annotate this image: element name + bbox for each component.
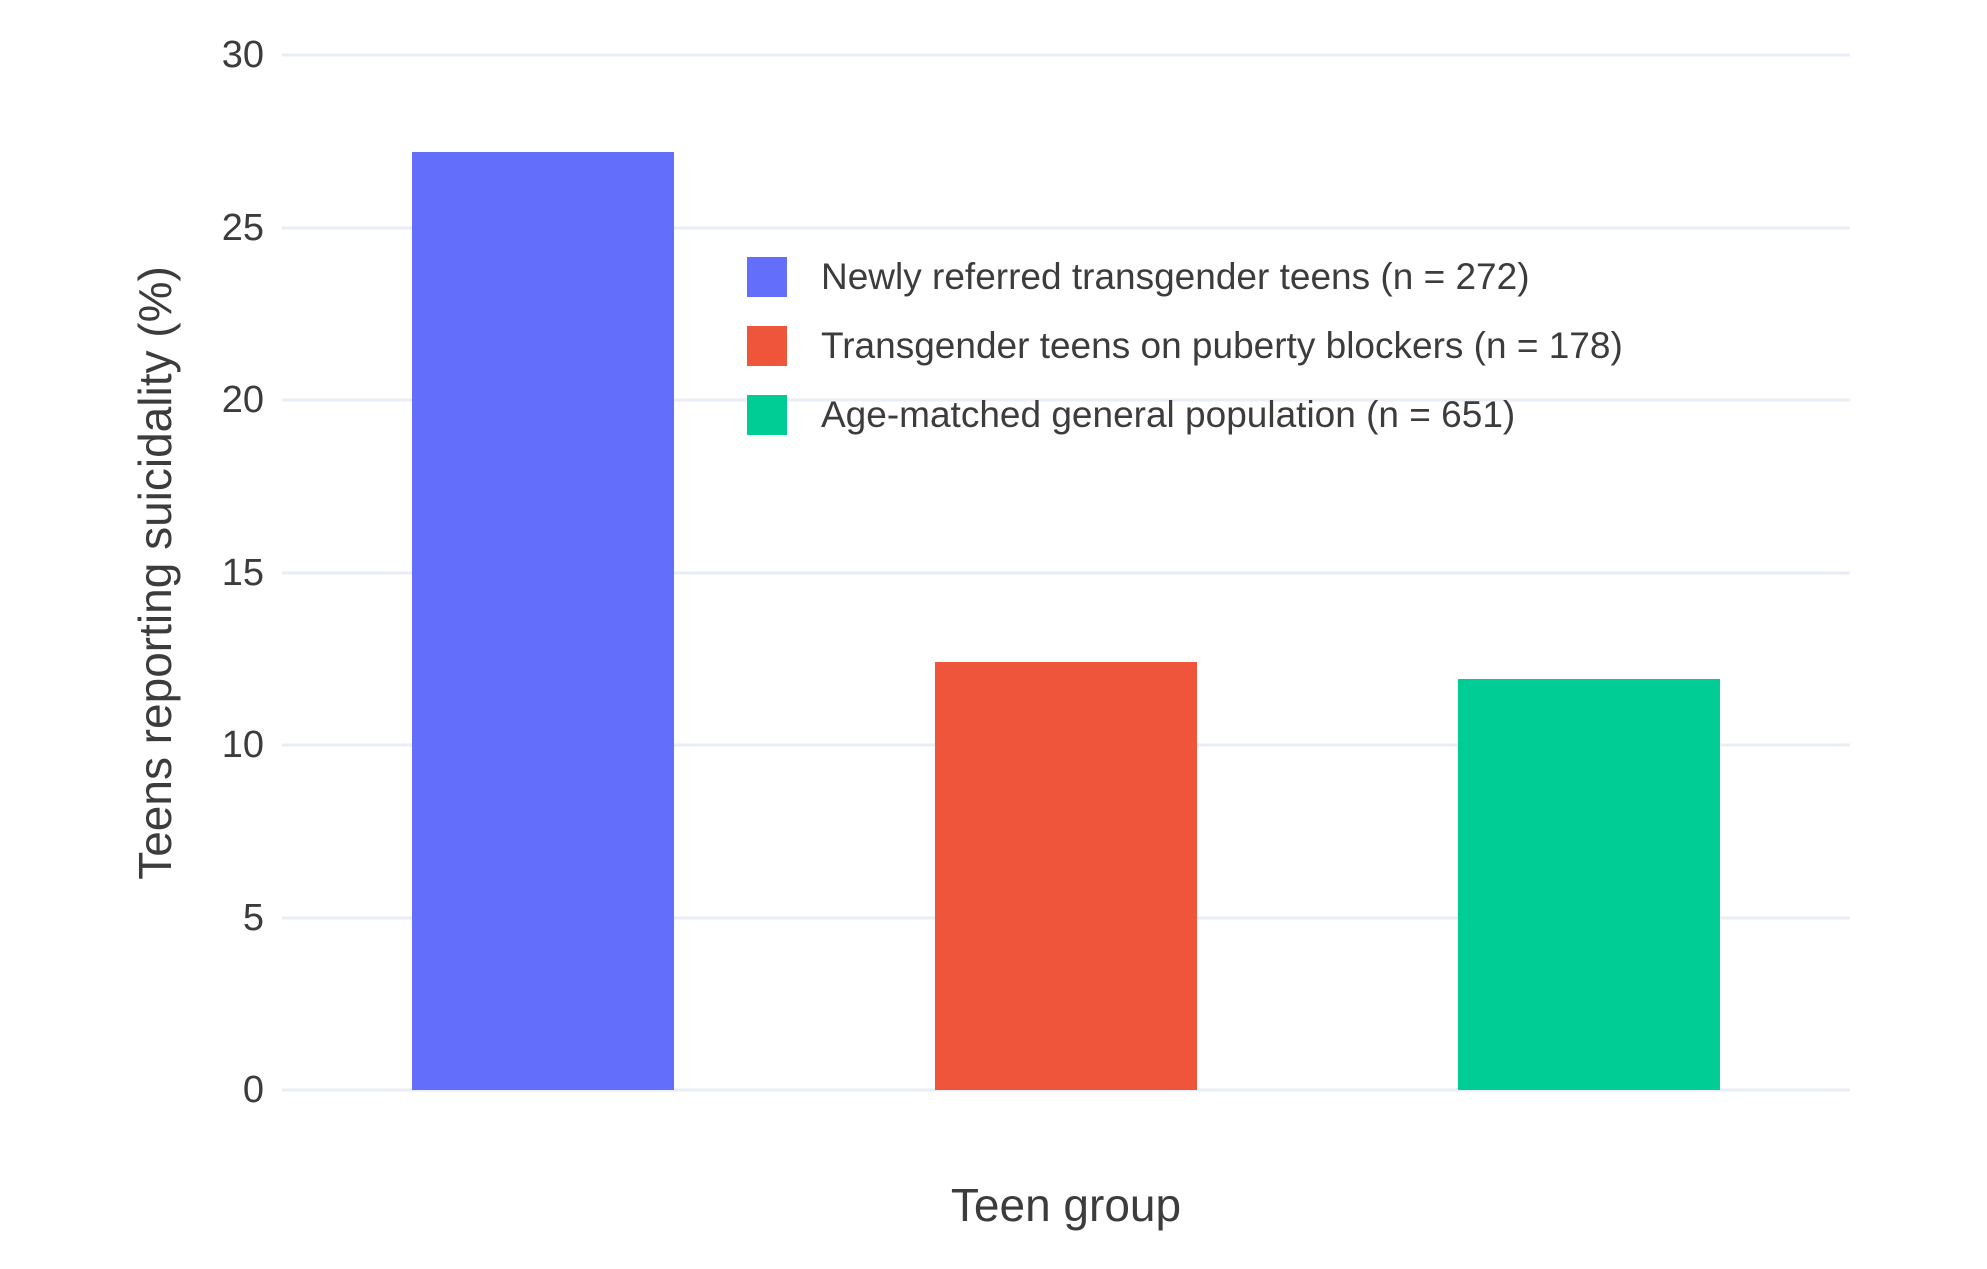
bar-3[interactable] <box>1457 679 1720 1090</box>
legend-item-3[interactable]: Age-matched general population (n = 651) <box>747 394 1623 436</box>
y-tick-label: 20 <box>221 379 264 421</box>
legend-item-2[interactable]: Transgender teens on puberty blockers (n… <box>747 325 1623 367</box>
plot-area <box>282 53 1850 1092</box>
legend-swatch-icon <box>747 326 787 366</box>
y-tick-label: 5 <box>242 896 264 939</box>
y-tick-label: 10 <box>221 724 264 766</box>
legend-item-1[interactable]: Newly referred transgender teens (n = 27… <box>747 256 1623 298</box>
gridline <box>282 53 1850 57</box>
legend: Newly referred transgender teens (n = 27… <box>747 256 1623 436</box>
gridline <box>282 226 1850 229</box>
legend-label: Transgender teens on puberty blockers (n… <box>821 325 1623 366</box>
legend-swatch-icon <box>747 395 787 435</box>
bar-1[interactable] <box>412 151 675 1090</box>
x-axis-title: Teen group <box>950 1179 1182 1231</box>
gridline <box>282 1088 1850 1092</box>
y-tick-label: 30 <box>221 34 264 76</box>
gridline <box>282 571 1850 574</box>
legend-swatch-icon <box>747 257 787 297</box>
legend-label: Newly referred transgender teens (n = 27… <box>821 256 1530 297</box>
y-axis-ticks: 0 5 10 15 20 25 30 <box>0 36 264 1109</box>
legend-label: Age-matched general population (n = 651) <box>821 394 1516 435</box>
y-tick-label: 25 <box>221 206 264 249</box>
y-tick-label: 0 <box>242 1069 264 1111</box>
y-tick-label: 15 <box>221 551 264 594</box>
gridline <box>282 398 1850 402</box>
bar-2[interactable] <box>935 662 1197 1090</box>
